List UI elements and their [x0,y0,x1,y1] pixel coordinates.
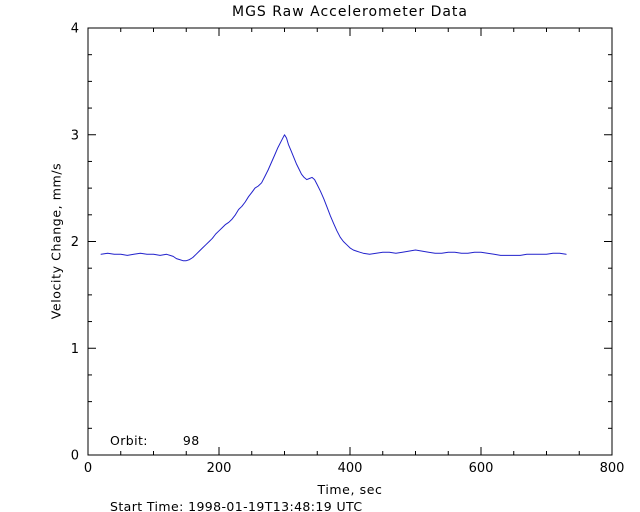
x-axis-label: Time, sec [317,482,383,497]
svg-text:0: 0 [84,461,92,476]
svg-text:0: 0 [71,449,79,464]
annotation-start-time: Start Time: 1998-01-19T13:48:19 UTC [110,499,363,512]
svg-text:2: 2 [71,235,79,250]
annotations: Orbit: 98 Start Time: 1998-01-19T13:48:1… [110,386,362,512]
annotation-orbit: Orbit: 98 [110,433,200,448]
data-line-velocity-change [100,134,567,262]
svg-text:200: 200 [207,461,232,476]
tick-labels: 0 200 400 600 800 0 1 2 3 4 [71,22,625,477]
svg-text:3: 3 [71,128,79,143]
svg-text:1: 1 [71,342,79,357]
chart-title: MGS Raw Accelerometer Data [231,4,468,20]
y-axis-label: Velocity Change, mm/s [48,162,64,320]
svg-text:400: 400 [338,461,363,476]
svg-text:4: 4 [71,22,79,37]
svg-text:800: 800 [600,461,625,476]
svg-text:600: 600 [469,461,494,476]
axis-ticks [87,27,613,456]
